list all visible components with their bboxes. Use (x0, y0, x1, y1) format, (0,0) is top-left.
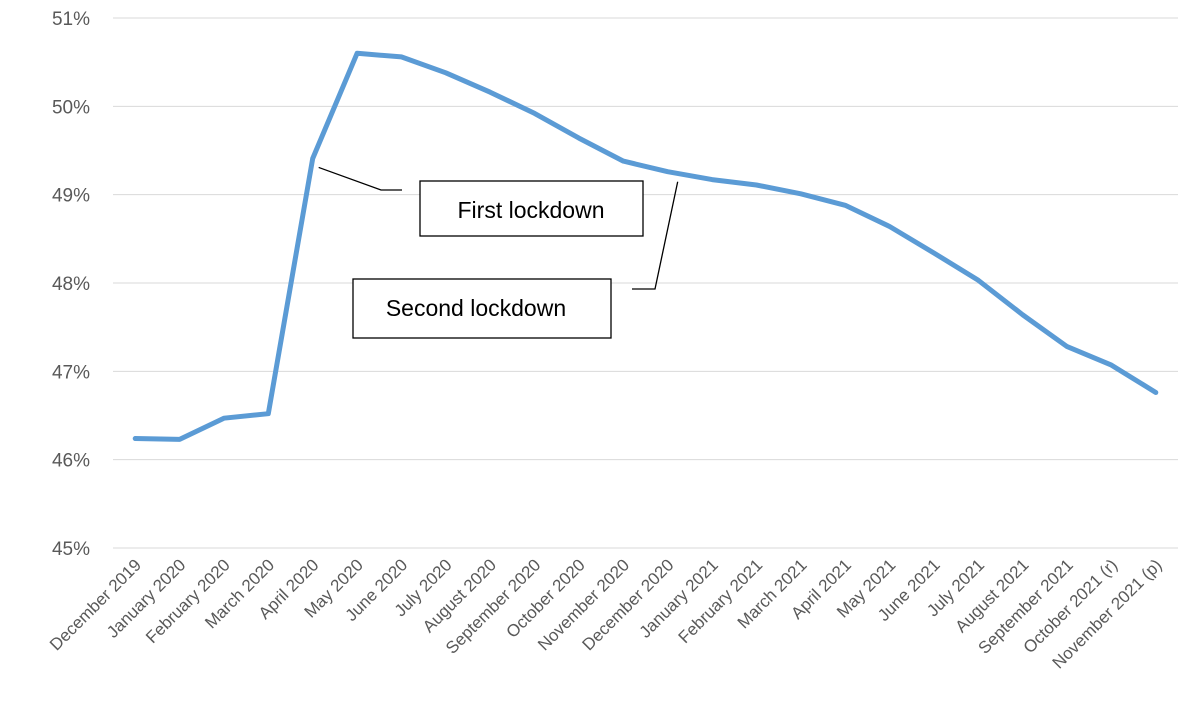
y-tick-label: 49% (52, 186, 90, 207)
y-axis-ticks: 45% 46% 47% 48% 49% 50% 51% (52, 9, 90, 560)
first-lockdown-callout-box (419, 180, 644, 237)
second-lockdown-leader-line (632, 181, 679, 290)
y-tick-label: 47% (52, 362, 90, 383)
series-layer (132, 50, 1159, 442)
series-line (132, 50, 1159, 442)
y-tick-label: 46% (52, 451, 90, 472)
y-tick-label: 48% (52, 274, 90, 295)
y-tick-label: 50% (52, 97, 90, 118)
second-lockdown-callout-box (352, 278, 612, 339)
y-tick-label: 45% (52, 539, 90, 560)
y-tick-label: 51% (52, 9, 90, 30)
annotations: First lockdown Second lockdown (318, 166, 679, 339)
first-lockdown-leader-line (318, 166, 402, 191)
first-lockdown-label: First lockdown (458, 197, 605, 223)
second-lockdown-label: Second lockdown (386, 295, 566, 321)
grid-lines (113, 17, 1178, 549)
